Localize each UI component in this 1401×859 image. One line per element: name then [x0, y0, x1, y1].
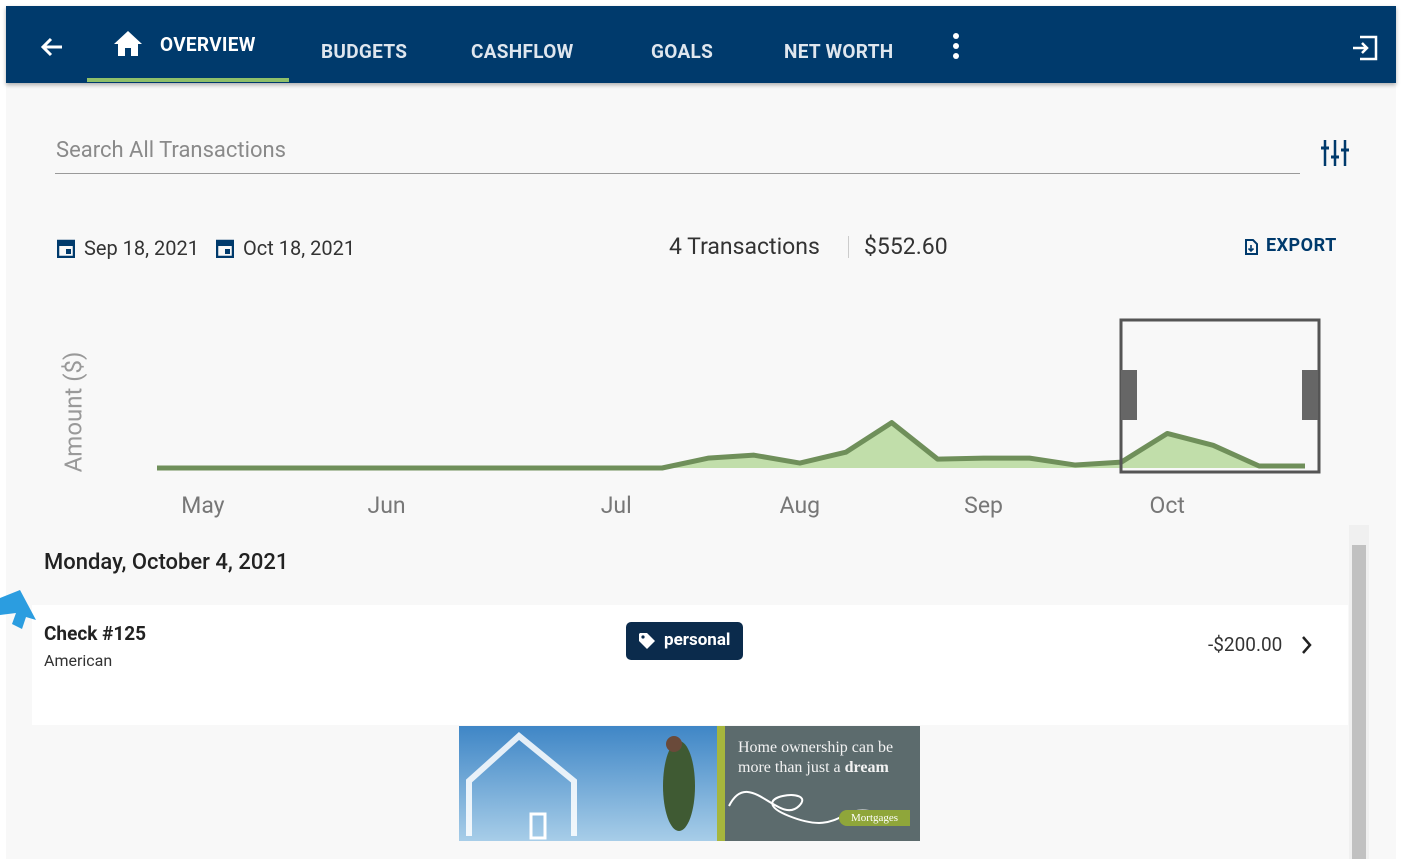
tag-label: personal	[664, 630, 730, 650]
x-tick-label: Aug	[780, 492, 820, 519]
filter-button[interactable]	[1320, 138, 1350, 168]
date-heading: Monday, October 4, 2021	[44, 550, 288, 575]
logout-button[interactable]	[1350, 33, 1380, 63]
calendar-icon	[216, 238, 234, 258]
tab[interactable]: GOALS	[651, 40, 713, 63]
x-tick-label: Oct	[1150, 492, 1185, 519]
transaction-count: 4 Transactions	[669, 233, 820, 260]
transaction-title: Check #125	[44, 622, 146, 645]
y-axis-label: Amount ($)	[59, 352, 87, 473]
transaction-row[interactable]: Check #125 American personal -$200.00	[32, 605, 1348, 725]
export-button[interactable]: EXPORT	[1266, 235, 1337, 256]
ad-line: more than just a	[738, 759, 841, 776]
search-input[interactable]: Search All Transactions	[56, 138, 286, 163]
ad-banner[interactable]: Home ownership can be more than just a dr…	[459, 726, 920, 841]
x-tick-label: Jun	[368, 492, 406, 519]
tab[interactable]: BUDGETS	[321, 40, 407, 63]
area	[157, 423, 1305, 468]
home-icon	[112, 28, 144, 60]
calendar-icon	[57, 238, 75, 258]
tab[interactable]: CASHFLOW	[471, 40, 574, 63]
chart: Amount ($) May Jun Jul Aug Sep Oct	[0, 300, 1401, 530]
brush-handle	[1302, 370, 1318, 420]
back-button[interactable]	[36, 32, 68, 64]
total-amount: $552.60	[864, 233, 948, 260]
ad-line-bold: dream	[845, 759, 889, 776]
tab[interactable]: NET WORTH	[784, 40, 894, 63]
ad-button[interactable]: Mortgages	[839, 810, 910, 826]
chevron[interactable]	[1300, 635, 1314, 655]
brush-handle	[1121, 370, 1137, 420]
ad-text: Home ownership can be more than just a dr…	[738, 738, 893, 778]
scrollbar[interactable]	[1349, 525, 1369, 859]
page: OVERVIEW BUDGETS CASHFLOW GOALS NET WORT…	[0, 0, 1401, 859]
divider	[848, 236, 849, 258]
x-tick-label: May	[181, 492, 224, 519]
transaction-subtitle: American	[44, 651, 112, 670]
tab[interactable]: OVERVIEW	[160, 33, 256, 56]
start-date[interactable]: Sep 18, 2021	[84, 236, 199, 260]
transaction-amount: -$200.00	[1208, 633, 1282, 656]
more-menu[interactable]	[950, 32, 962, 60]
tag[interactable]: personal	[626, 622, 743, 660]
pointer-arrow	[0, 588, 40, 638]
navbar: OVERVIEW BUDGETS CASHFLOW GOALS NET WORT…	[6, 6, 1396, 83]
tag-icon	[638, 632, 656, 650]
ad-line: Home ownership can be	[738, 739, 893, 756]
active-tab-indicator	[87, 78, 289, 82]
x-tick-label: Jul	[601, 492, 632, 519]
end-date[interactable]: Oct 18, 2021	[243, 236, 355, 260]
export-icon	[1244, 239, 1258, 255]
search-underline	[55, 173, 1300, 174]
x-tick-label: Sep	[964, 492, 1003, 519]
